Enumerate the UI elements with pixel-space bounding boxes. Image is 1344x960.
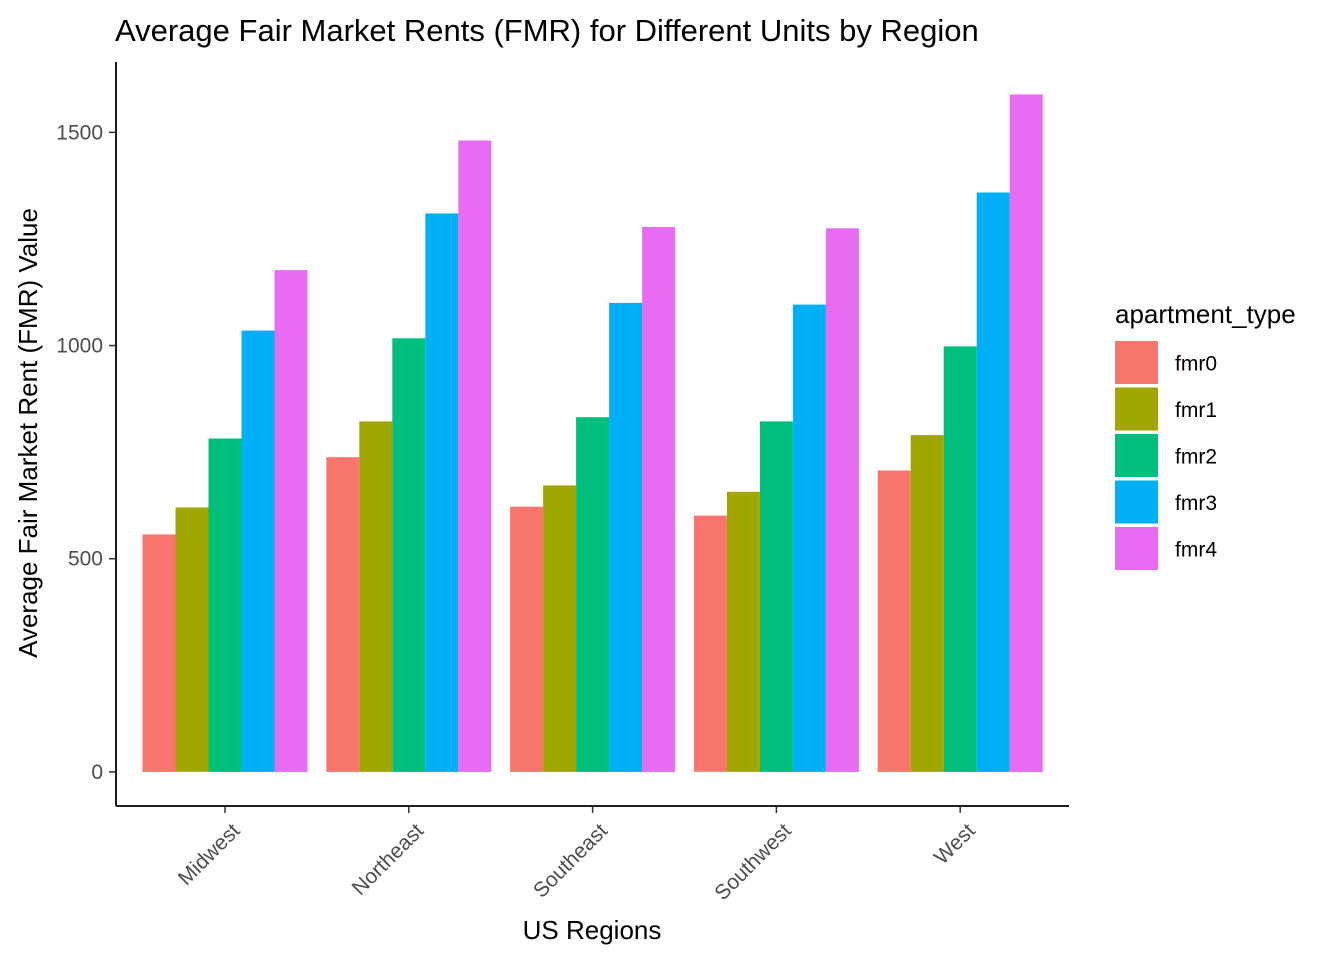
bar-west-fmr3 bbox=[976, 192, 1010, 772]
y-axis-title: Average Fair Market Rent (FMR) Value bbox=[13, 208, 43, 658]
bar-southwest-fmr2 bbox=[759, 421, 793, 772]
y-tick-label: 1000 bbox=[56, 335, 103, 358]
bar-northeast-fmr3 bbox=[425, 213, 459, 772]
bar-west-fmr0 bbox=[877, 470, 911, 772]
bar-midwest-fmr2 bbox=[208, 438, 242, 772]
legend-label-fmr3: fmr3 bbox=[1175, 492, 1217, 515]
legend: apartment_type fmr0 fmr1 fmr2 fmr3 fmr4 bbox=[1115, 299, 1296, 570]
bar-midwest-fmr0 bbox=[142, 534, 176, 772]
bar-southwest-fmr3 bbox=[792, 304, 826, 772]
bar-southeast-fmr0 bbox=[510, 506, 544, 772]
bar-midwest-fmr4 bbox=[274, 270, 308, 772]
bar-northeast-fmr2 bbox=[392, 338, 426, 772]
bar-midwest-fmr1 bbox=[175, 507, 209, 772]
bar-northeast-fmr4 bbox=[458, 140, 492, 772]
bar-southwest-fmr0 bbox=[693, 515, 727, 772]
bar-west-fmr1 bbox=[910, 435, 944, 772]
legend-label-fmr1: fmr1 bbox=[1175, 399, 1217, 422]
bar-west-fmr2 bbox=[943, 346, 977, 772]
y-tick-label: 0 bbox=[91, 761, 103, 784]
bar-southwest-fmr1 bbox=[726, 491, 760, 772]
x-tick-label: Southwest bbox=[710, 819, 796, 905]
y-tick-label: 500 bbox=[68, 548, 103, 571]
legend-key-fmr0 bbox=[1115, 341, 1158, 384]
legend-key-fmr4 bbox=[1115, 527, 1158, 570]
legend-key-fmr3 bbox=[1115, 480, 1158, 524]
legend-key-fmr2 bbox=[1115, 434, 1158, 477]
legend-key-fmr1 bbox=[1115, 387, 1158, 431]
bar-northeast-fmr1 bbox=[359, 421, 393, 772]
y-tick-label: 1500 bbox=[56, 121, 103, 144]
bar-southeast-fmr3 bbox=[609, 302, 643, 772]
x-axis-title: US Regions bbox=[523, 915, 662, 945]
x-tick-label: Midwest bbox=[174, 819, 245, 890]
bar-southeast-fmr2 bbox=[576, 417, 610, 772]
x-tick-label: West bbox=[930, 819, 980, 869]
legend-title: apartment_type bbox=[1115, 299, 1296, 329]
bar-west-fmr4 bbox=[1009, 94, 1043, 772]
bar-midwest-fmr3 bbox=[241, 330, 275, 772]
bar-southeast-fmr1 bbox=[543, 485, 577, 772]
chart-title: Average Fair Market Rents (FMR) for Diff… bbox=[115, 13, 979, 48]
x-tick-label: Southeast bbox=[529, 819, 612, 902]
bar-northeast-fmr0 bbox=[326, 457, 360, 772]
bars-layer bbox=[142, 94, 1043, 772]
legend-label-fmr0: fmr0 bbox=[1175, 353, 1217, 376]
legend-label-fmr4: fmr4 bbox=[1175, 539, 1217, 562]
bar-southeast-fmr4 bbox=[642, 227, 676, 772]
x-tick-label: Northeast bbox=[348, 819, 429, 900]
legend-label-fmr2: fmr2 bbox=[1175, 446, 1217, 469]
bar-southwest-fmr4 bbox=[825, 228, 859, 772]
